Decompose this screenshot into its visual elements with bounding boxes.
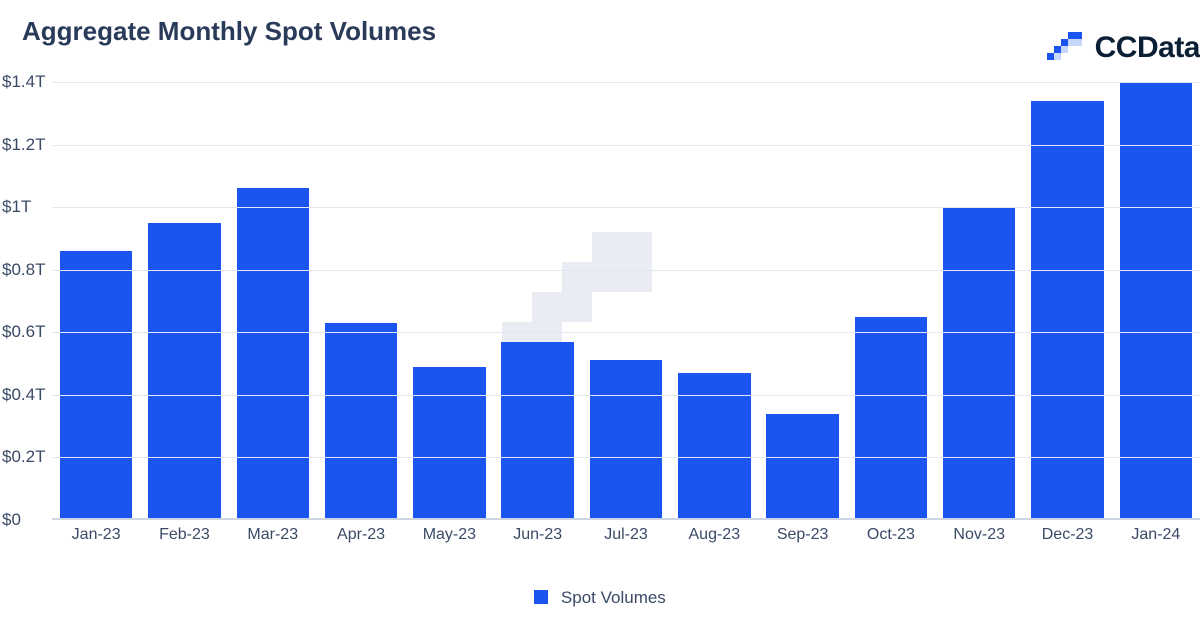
bar bbox=[766, 414, 838, 520]
ccdata-logo-icon bbox=[1043, 30, 1087, 65]
x-tick-label: Aug-23 bbox=[689, 520, 741, 550]
bar bbox=[1120, 82, 1192, 520]
bar bbox=[943, 207, 1015, 520]
y-tick-label: $0.8T bbox=[0, 260, 50, 280]
legend-label: Spot Volumes bbox=[561, 588, 666, 607]
bar bbox=[148, 223, 220, 520]
y-tick-label: $0 bbox=[0, 510, 50, 530]
legend-swatch bbox=[534, 590, 548, 604]
x-tick-label: Mar-23 bbox=[247, 520, 298, 550]
y-tick-label: $1T bbox=[0, 197, 50, 217]
y-tick-label: $0.6T bbox=[0, 322, 50, 342]
bar bbox=[501, 342, 573, 520]
gridline bbox=[52, 145, 1200, 146]
chart-title: Aggregate Monthly Spot Volumes bbox=[22, 16, 1200, 47]
bar-series bbox=[52, 82, 1200, 520]
x-tick-label: May-23 bbox=[423, 520, 476, 550]
bar bbox=[413, 367, 485, 520]
bar bbox=[325, 323, 397, 520]
plot-area bbox=[52, 82, 1200, 520]
brand-block: CCData bbox=[1043, 30, 1200, 65]
gridline bbox=[52, 395, 1200, 396]
gridline bbox=[52, 207, 1200, 208]
chart-container: $0$0.2T$0.4T$0.6T$0.8T$1T$1.2T$1.4TJan-2… bbox=[0, 82, 1200, 550]
x-tick-label: Oct-23 bbox=[867, 520, 915, 550]
x-tick-label: Dec-23 bbox=[1042, 520, 1094, 550]
bar bbox=[590, 360, 662, 520]
y-tick-label: $1.2T bbox=[0, 135, 50, 155]
x-tick-label: Nov-23 bbox=[953, 520, 1005, 550]
bar bbox=[855, 317, 927, 520]
x-tick-label: Jul-23 bbox=[604, 520, 648, 550]
gridline bbox=[52, 332, 1200, 333]
x-tick-label: Jan-23 bbox=[72, 520, 121, 550]
x-tick-label: Sep-23 bbox=[777, 520, 829, 550]
legend: Spot Volumes bbox=[0, 588, 1200, 608]
y-tick-label: $0.2T bbox=[0, 447, 50, 467]
x-tick-label: Feb-23 bbox=[159, 520, 210, 550]
x-tick-label: Apr-23 bbox=[337, 520, 385, 550]
gridline bbox=[52, 270, 1200, 271]
gridline bbox=[52, 82, 1200, 83]
brand-name: CCData bbox=[1095, 31, 1200, 65]
bar bbox=[60, 251, 132, 520]
x-tick-label: Jun-23 bbox=[513, 520, 562, 550]
x-tick-label: Jan-24 bbox=[1131, 520, 1180, 550]
y-tick-label: $1.4T bbox=[0, 72, 50, 92]
chart-header: Aggregate Monthly Spot Volumes CCData bbox=[22, 16, 1200, 66]
y-tick-label: $0.4T bbox=[0, 385, 50, 405]
gridline bbox=[52, 457, 1200, 458]
bar bbox=[237, 188, 309, 520]
